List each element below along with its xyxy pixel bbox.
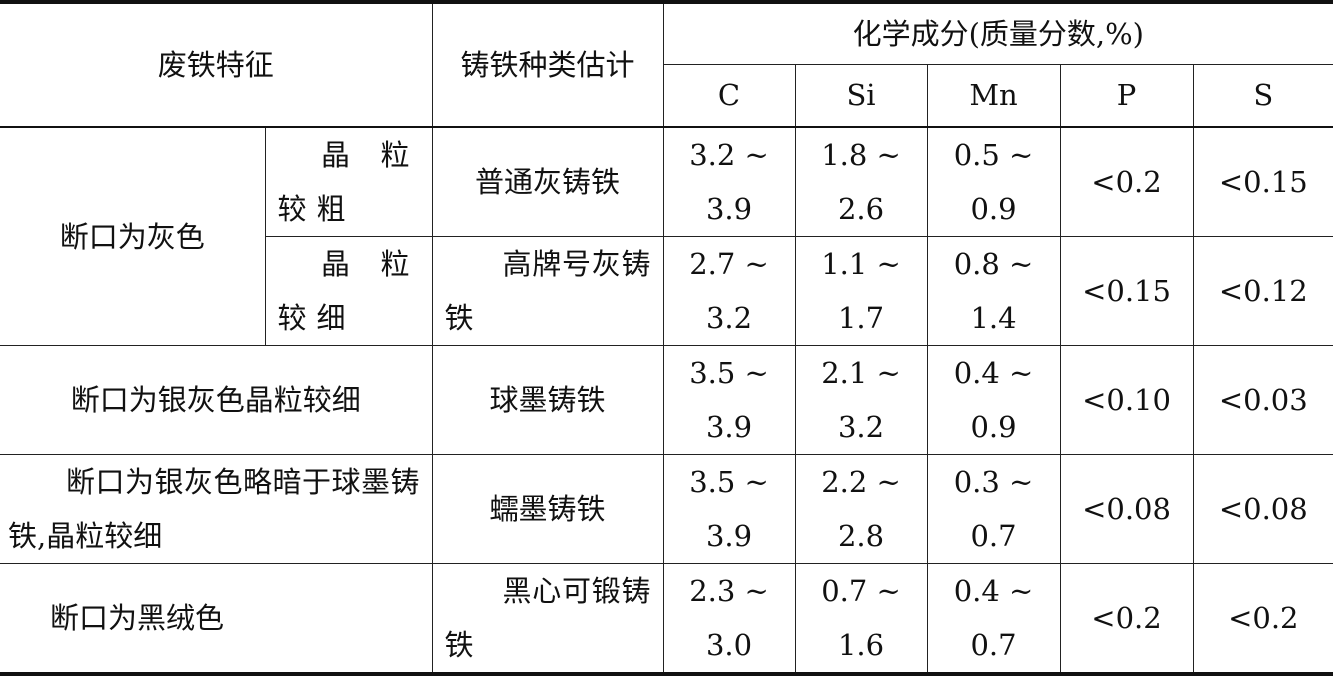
- c-cell: 2.7 ~ 3.2: [662, 236, 796, 346]
- c-max: 3.2: [705, 301, 753, 335]
- s-cell: <0.03: [1192, 345, 1333, 455]
- si-min: 2.1 ~: [821, 356, 901, 390]
- header-c: C: [663, 63, 796, 128]
- si-cell: 1.8 ~ 2.6: [794, 126, 928, 237]
- mn-max: 0.9: [970, 192, 1017, 226]
- mn-max: 0.7: [970, 519, 1017, 553]
- p-cell: <0.2: [1059, 563, 1194, 675]
- c-cell: 3.5 ~ 3.9: [662, 345, 796, 455]
- c-max: 3.0: [705, 628, 753, 662]
- mn-min: 0.5 ~: [953, 138, 1034, 172]
- s-cell: <0.15: [1192, 126, 1333, 237]
- header-feature: 废铁特征: [0, 1, 433, 128]
- sub-feature-cell: 晶粒较粗: [264, 126, 433, 237]
- si-max: 2.6: [837, 192, 885, 226]
- p-cell: <0.15: [1059, 236, 1194, 346]
- s-cell: <0.08: [1192, 454, 1333, 564]
- table-row: 断口为银灰色略暗于球墨铸铁,晶粒较细 蠕墨铸铁 3.5 ~3.9 2.2 ~2.…: [0, 454, 1333, 564]
- mn-cell: 0.4 ~ 0.9: [926, 345, 1061, 455]
- si-min: 2.2 ~: [821, 465, 901, 499]
- header-p: P: [1059, 63, 1194, 128]
- mn-min: 0.8 ~: [953, 247, 1034, 281]
- mn-max: 0.9: [970, 410, 1017, 444]
- si-cell: 0.7 ~ 1.6: [794, 563, 928, 675]
- type-cell: 黑心可锻铸铁: [431, 563, 664, 675]
- feature-cell: 断口为银灰色晶粒较细: [0, 345, 433, 455]
- header-mn: Mn: [926, 63, 1061, 128]
- c-max: 3.9: [705, 410, 753, 444]
- c-min: 3.5 ~: [689, 465, 769, 499]
- mn-min: 0.4 ~: [953, 574, 1034, 608]
- si-min: 1.8 ~: [821, 138, 901, 172]
- p-cell: <0.08: [1059, 454, 1194, 564]
- header-elements-row: C Si Mn P S: [0, 63, 1333, 128]
- si-max: 1.6: [837, 628, 885, 662]
- table-row: 断口为灰色 晶粒较粗 普通灰铸铁 3.2 ~ 3.9 1.8 ~ 2.6 0.5 ~…: [0, 126, 1333, 346]
- table-row: 断口为银灰色晶粒较细 球墨铸铁 3.5 ~3.9 2.1 ~3.2 0.4 ~0…: [0, 345, 1333, 455]
- type-cell: 高牌号灰铸铁: [431, 236, 664, 346]
- si-cell: 2.2 ~ 2.8: [794, 454, 928, 564]
- header-row: 废铁特征 铸铁种类估计 化学成分(质量分数,%): [0, 1, 1333, 128]
- p-cell: <0.2: [1059, 126, 1194, 237]
- mn-cell: 0.5 ~ 0.9: [926, 126, 1061, 237]
- c-cell: 3.5 ~ 3.9: [662, 454, 796, 564]
- type-cell: 普通灰铸铁: [431, 126, 664, 237]
- mn-cell: 0.8 ~ 1.4: [926, 236, 1061, 346]
- type-cell: 球墨铸铁: [431, 345, 664, 455]
- s-cell: <0.2: [1192, 563, 1333, 675]
- type-cell: 蠕墨铸铁: [431, 454, 664, 564]
- si-max: 1.7: [837, 301, 885, 335]
- si-cell: 2.1 ~ 3.2: [794, 345, 928, 455]
- sub-feature-cell: 晶粒较细: [265, 236, 433, 346]
- c-min: 2.7 ~: [689, 247, 769, 281]
- si-min: 0.7 ~: [821, 574, 901, 608]
- c-min: 3.2 ~: [689, 138, 769, 172]
- si-max: 2.8: [837, 519, 885, 553]
- feature-cell: 断口为黑绒色: [0, 563, 433, 675]
- table-row: 晶粒较细 高牌号灰铸铁 2.7 ~ 3.2 1.1 ~ 1.7 0.8 ~ 1.4 <…: [0, 236, 1333, 346]
- feature-cell: 断口为灰色: [0, 126, 266, 346]
- mn-cell: 0.4 ~ 0.7: [926, 563, 1061, 675]
- s-cell: <0.12: [1192, 236, 1333, 346]
- si-min: 1.1 ~: [821, 247, 901, 281]
- c-cell: 3.2 ~ 3.9: [662, 126, 796, 237]
- feature-cell: 断口为银灰色略暗于球墨铸铁,晶粒较细: [0, 454, 433, 564]
- header-s: S: [1192, 63, 1333, 128]
- si-max: 3.2: [837, 410, 885, 444]
- header-cast-type: 铸铁种类估计: [431, 1, 664, 128]
- c-max: 3.9: [705, 519, 753, 553]
- table-row: 断口为黑绒色 黑心可锻铸铁 2.3 ~ 3.0 0.7 ~ 1.6 0.4 ~ 0.7…: [0, 563, 1333, 675]
- si-cell: 1.1 ~ 1.7: [794, 236, 928, 346]
- mn-max: 0.7: [970, 628, 1017, 662]
- c-cell: 2.3 ~ 3.0: [662, 563, 796, 675]
- c-min: 3.5 ~: [689, 356, 769, 390]
- mn-max: 1.4: [970, 301, 1017, 335]
- header-si: Si: [794, 63, 928, 128]
- c-min: 2.3 ~: [689, 574, 769, 608]
- p-cell: <0.10: [1059, 345, 1194, 455]
- mn-min: 0.4 ~: [953, 356, 1034, 390]
- mn-min: 0.3 ~: [953, 465, 1034, 499]
- c-max: 3.9: [705, 192, 753, 226]
- header-composition: 化学成分(质量分数,%): [662, 1, 1333, 65]
- mn-cell: 0.3 ~ 0.7: [926, 454, 1061, 564]
